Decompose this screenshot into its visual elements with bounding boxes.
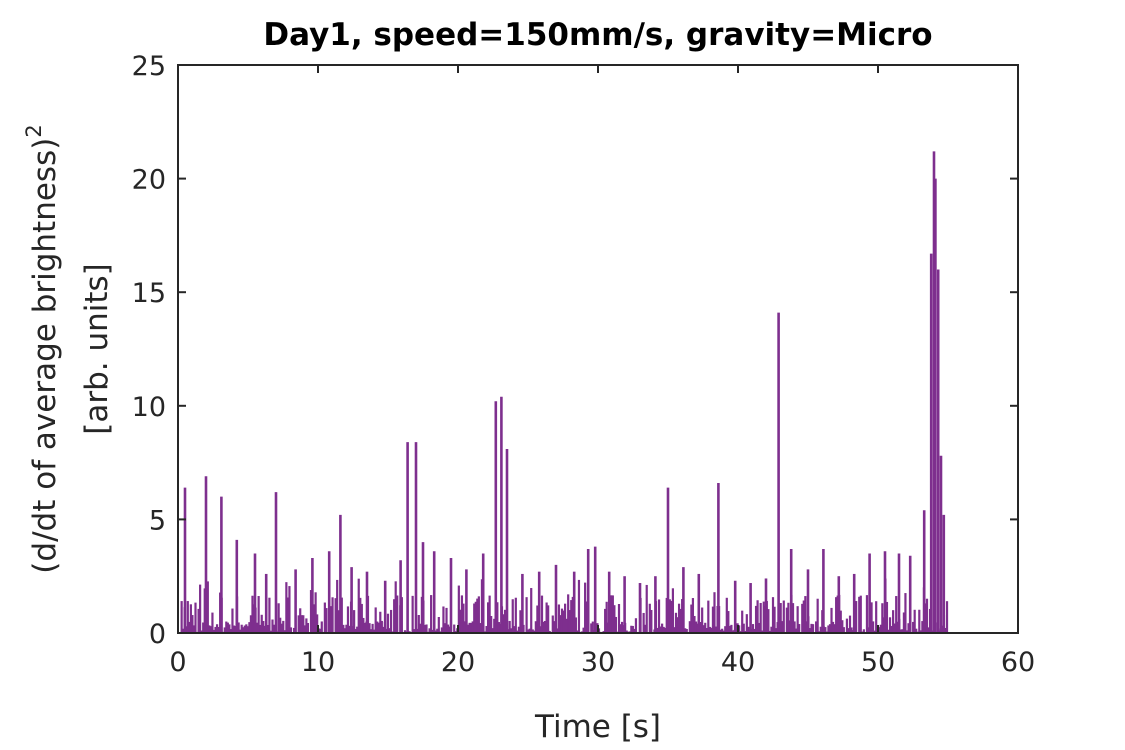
y-tick-label: 25 [132, 51, 166, 82]
y-axis-label: (d/dt of average brightness)2 [arb. unit… [22, 124, 115, 573]
x-axis: 0 10 20 30 40 50 60 [169, 65, 1035, 678]
y-axis-label-line2: [arb. units] [79, 263, 115, 435]
plot-frame [177, 64, 1019, 634]
x-tick-label: 10 [301, 647, 335, 678]
chart-title: Day1, speed=150mm/s, gravity=Micro [263, 17, 932, 53]
x-tick-label: 30 [581, 647, 615, 678]
y-axis-label-superscript: 2 [22, 124, 46, 137]
y-axis-label-line1: (d/dt of average brightness) [27, 138, 63, 574]
y-axis: 0 5 10 15 20 25 [132, 51, 1018, 650]
y-tick-label: 20 [132, 165, 166, 196]
y-tick-label: 15 [132, 278, 166, 309]
svg-text:(d/dt of average brightness)2: (d/dt of average brightness)2 [22, 124, 63, 573]
y-tick-label: 10 [132, 392, 166, 423]
x-tick-label: 40 [721, 647, 755, 678]
x-axis-label: Time [s] [534, 709, 661, 745]
x-tick-label: 20 [441, 647, 475, 678]
y-tick-label: 5 [149, 505, 166, 536]
plot-area [180, 151, 949, 633]
x-tick-label: 50 [861, 647, 895, 678]
x-tick-label: 60 [1001, 647, 1035, 678]
y-tick-label: 0 [149, 619, 166, 650]
x-tick-label: 0 [169, 647, 186, 678]
